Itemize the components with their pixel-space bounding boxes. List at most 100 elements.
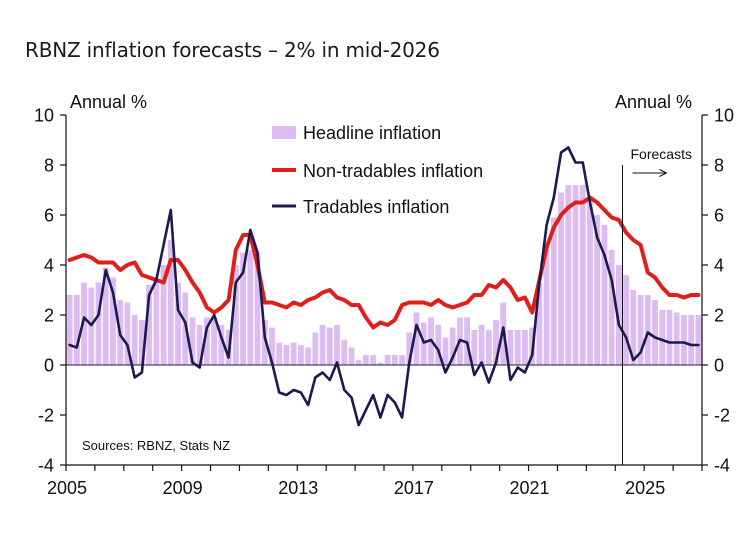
bar-headline [673, 312, 680, 365]
bar-headline [355, 360, 362, 365]
bar-headline [341, 340, 348, 365]
bar-headline [319, 325, 326, 365]
bar-headline [471, 330, 478, 365]
bar-headline [269, 327, 275, 365]
axes [60, 114, 708, 471]
y-axis-left-labels: -4 -2 0 2 4 6 8 10 [34, 106, 54, 476]
bar-headline [254, 252, 261, 365]
bar-headline [543, 242, 550, 365]
bar-headline [240, 252, 246, 365]
y-axis-right-unit: Annual % [615, 92, 692, 112]
legend-label-non-tradables: Non-tradables inflation [303, 161, 483, 181]
bar-headline [399, 355, 405, 365]
bar-headline [334, 325, 340, 365]
bar-headline [579, 185, 586, 365]
bar-headline [536, 282, 543, 365]
y-tick-label-right: 2 [714, 306, 724, 326]
y-tick-label-right: 4 [714, 256, 724, 276]
bar-headline [175, 282, 181, 365]
bar-headline [312, 332, 319, 365]
bar-headline [283, 345, 290, 365]
bar-headline [435, 325, 442, 365]
bar-headline [644, 295, 651, 365]
y-tick-label-left: 2 [44, 306, 54, 326]
bar-headline [124, 302, 131, 365]
bar-headline [514, 330, 521, 365]
bar-headline [666, 310, 673, 365]
y-tick-label-right: 6 [714, 206, 724, 226]
bar-headline [558, 192, 564, 365]
bar-headline [493, 320, 499, 365]
x-axis-labels: 2005 2009 2013 2017 2021 2025 [47, 478, 665, 498]
bar-headline [363, 355, 369, 365]
y-tick-label-right: -2 [714, 406, 730, 426]
x-tick-label: 2009 [163, 478, 203, 498]
legend-label-tradables: Tradables inflation [303, 197, 449, 217]
y-tick-label-right: 0 [714, 356, 724, 376]
bar-headline [131, 315, 138, 365]
y-tick-label-left: 8 [44, 156, 54, 176]
bar-headline [348, 347, 355, 365]
bar-headline [81, 282, 87, 365]
legend: Headline inflation Non-tradables inflati… [272, 123, 483, 217]
y-axis-left-unit: Annual % [70, 92, 147, 112]
bar-headline [153, 280, 160, 365]
arrow-head [659, 169, 668, 177]
bar-headline [507, 330, 514, 365]
bar-headline [377, 362, 384, 365]
bar-headline [290, 342, 297, 365]
y-tick-label-left: 6 [44, 206, 54, 226]
bar-headline [695, 315, 702, 365]
bar-headline [384, 355, 391, 365]
y-tick-label-right: 8 [714, 156, 724, 176]
bar-headline [370, 355, 377, 365]
forecast-arrow-icon [632, 169, 668, 177]
y-tick-label-right: -4 [714, 456, 730, 476]
bar-headline [167, 240, 174, 365]
bar-headline [522, 330, 528, 365]
legend-label-headline: Headline inflation [303, 123, 441, 143]
bar-headline [449, 327, 456, 365]
bar-headline [261, 320, 268, 365]
y-tick-label-left: 10 [34, 106, 54, 126]
bar-headline [247, 250, 254, 365]
bar-headline [659, 310, 666, 365]
bar-headline [146, 285, 153, 365]
bar-headline [391, 355, 398, 365]
bar-headline [204, 317, 210, 365]
x-tick-label: 2017 [394, 478, 434, 498]
bar-headline [326, 327, 333, 365]
bar-headline [572, 185, 579, 365]
bar-headline [138, 320, 145, 365]
bar-headline [66, 295, 73, 365]
bar-headline [276, 342, 283, 365]
bar-headline [442, 337, 449, 365]
chart-title: RBNZ inflation forecasts – 2% in mid-202… [25, 38, 440, 62]
y-axis-right-labels: -4 -2 0 2 4 6 8 10 [714, 106, 734, 476]
series-line-tradables [68, 146, 700, 427]
bar-headline [652, 300, 658, 365]
bar-headline [406, 332, 413, 365]
bar-headline [95, 282, 102, 365]
bar-headline [623, 275, 630, 365]
bar-headline [608, 250, 615, 365]
bar-headline [160, 265, 167, 365]
x-tick-label: 2021 [510, 478, 550, 498]
bar-headline [196, 325, 203, 365]
bar-headline [594, 215, 601, 365]
source-note: Sources: RBNZ, Stats NZ [82, 438, 230, 453]
bar-headline [110, 277, 116, 365]
bar-headline [297, 345, 304, 365]
bar-headline [478, 325, 485, 365]
bar-headline [565, 185, 572, 365]
bar-headline [615, 265, 622, 365]
bar-headline [73, 295, 80, 365]
y-tick-label-left: -4 [38, 456, 54, 476]
bar-headline [211, 317, 218, 365]
bar-headline [218, 325, 225, 365]
bar-headline [688, 315, 695, 365]
y-tick-label-left: 0 [44, 356, 54, 376]
y-tick-label-right: 10 [714, 106, 734, 126]
x-tick-label: 2025 [625, 478, 665, 498]
